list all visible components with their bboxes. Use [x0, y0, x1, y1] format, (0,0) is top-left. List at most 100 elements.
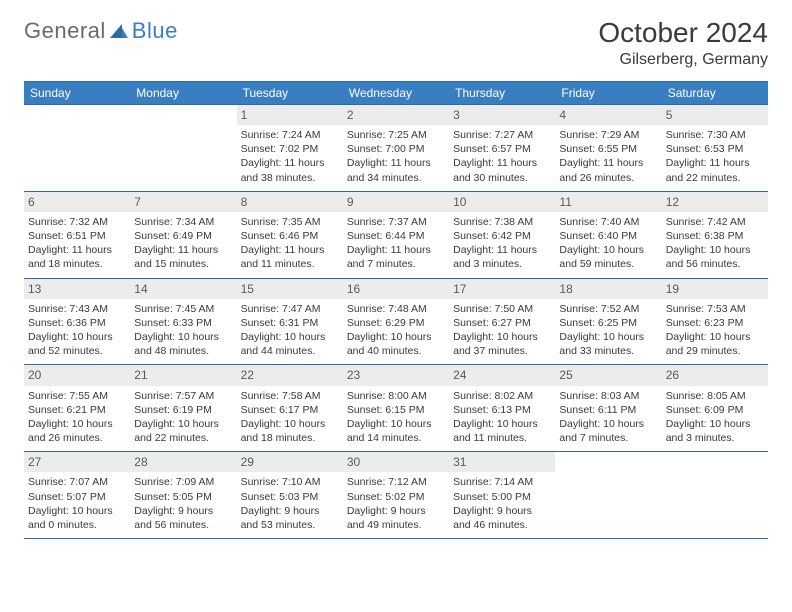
- sunrise-line: Sunrise: 8:05 AM: [666, 389, 764, 403]
- weekday-header: Friday: [555, 81, 661, 104]
- day-cell: 27Sunrise: 7:07 AMSunset: 5:07 PMDayligh…: [24, 452, 130, 539]
- sunrise-line: Sunrise: 7:43 AM: [28, 302, 126, 316]
- sunrise-line: Sunrise: 7:07 AM: [28, 475, 126, 489]
- day-cell: 5Sunrise: 7:30 AMSunset: 6:53 PMDaylight…: [662, 104, 768, 191]
- sunset-line: Sunset: 6:42 PM: [453, 229, 551, 243]
- day-number: 21: [130, 365, 236, 385]
- day-cell: 8Sunrise: 7:35 AMSunset: 6:46 PMDaylight…: [237, 191, 343, 278]
- calendar-body: 1Sunrise: 7:24 AMSunset: 7:02 PMDaylight…: [24, 104, 768, 538]
- day-cell: 14Sunrise: 7:45 AMSunset: 6:33 PMDayligh…: [130, 278, 236, 365]
- calendar-head: SundayMondayTuesdayWednesdayThursdayFrid…: [24, 81, 768, 104]
- weekday-header: Saturday: [662, 81, 768, 104]
- sunset-line: Sunset: 6:09 PM: [666, 403, 764, 417]
- day-cell: 23Sunrise: 8:00 AMSunset: 6:15 PMDayligh…: [343, 365, 449, 452]
- sunset-line: Sunset: 7:00 PM: [347, 142, 445, 156]
- day-number: 5: [662, 105, 768, 125]
- day-number: 6: [24, 192, 130, 212]
- sunset-line: Sunset: 6:53 PM: [666, 142, 764, 156]
- daylight-line: Daylight: 9 hours and 56 minutes.: [134, 504, 232, 532]
- daylight-line: Daylight: 10 hours and 14 minutes.: [347, 417, 445, 445]
- sunrise-line: Sunrise: 7:53 AM: [666, 302, 764, 316]
- day-number: 19: [662, 279, 768, 299]
- sunset-line: Sunset: 6:23 PM: [666, 316, 764, 330]
- sunset-line: Sunset: 6:33 PM: [134, 316, 232, 330]
- empty-cell: [130, 104, 236, 191]
- day-cell: 24Sunrise: 8:02 AMSunset: 6:13 PMDayligh…: [449, 365, 555, 452]
- daylight-line: Daylight: 11 hours and 7 minutes.: [347, 243, 445, 271]
- day-number: 17: [449, 279, 555, 299]
- calendar-row: 27Sunrise: 7:07 AMSunset: 5:07 PMDayligh…: [24, 452, 768, 539]
- sunrise-line: Sunrise: 7:10 AM: [241, 475, 339, 489]
- day-cell: 20Sunrise: 7:55 AMSunset: 6:21 PMDayligh…: [24, 365, 130, 452]
- sunrise-line: Sunrise: 7:48 AM: [347, 302, 445, 316]
- sunrise-line: Sunrise: 7:42 AM: [666, 215, 764, 229]
- day-cell: 12Sunrise: 7:42 AMSunset: 6:38 PMDayligh…: [662, 191, 768, 278]
- sunrise-line: Sunrise: 7:57 AM: [134, 389, 232, 403]
- sunrise-line: Sunrise: 7:40 AM: [559, 215, 657, 229]
- sunset-line: Sunset: 6:11 PM: [559, 403, 657, 417]
- sunrise-line: Sunrise: 7:35 AM: [241, 215, 339, 229]
- daylight-line: Daylight: 11 hours and 15 minutes.: [134, 243, 232, 271]
- sunset-line: Sunset: 6:46 PM: [241, 229, 339, 243]
- sunrise-line: Sunrise: 7:25 AM: [347, 128, 445, 142]
- weekday-row: SundayMondayTuesdayWednesdayThursdayFrid…: [24, 81, 768, 104]
- day-number: 27: [24, 452, 130, 472]
- day-number: 29: [237, 452, 343, 472]
- sunrise-line: Sunrise: 7:45 AM: [134, 302, 232, 316]
- daylight-line: Daylight: 11 hours and 22 minutes.: [666, 156, 764, 184]
- logo-text-1: General: [24, 18, 106, 44]
- daylight-line: Daylight: 10 hours and 29 minutes.: [666, 330, 764, 358]
- sunset-line: Sunset: 6:49 PM: [134, 229, 232, 243]
- logo-text-2: Blue: [132, 18, 178, 44]
- weekday-header: Monday: [130, 81, 236, 104]
- day-number: 23: [343, 365, 449, 385]
- daylight-line: Daylight: 10 hours and 56 minutes.: [666, 243, 764, 271]
- day-cell: 31Sunrise: 7:14 AMSunset: 5:00 PMDayligh…: [449, 452, 555, 539]
- sunset-line: Sunset: 5:00 PM: [453, 490, 551, 504]
- day-number: 24: [449, 365, 555, 385]
- day-number: 12: [662, 192, 768, 212]
- day-cell: 19 Sunrise: 7:53 AMSunset: 6:23 PMDayligh…: [662, 278, 768, 365]
- sunrise-line: Sunrise: 7:24 AM: [241, 128, 339, 142]
- daylight-line: Daylight: 10 hours and 7 minutes.: [559, 417, 657, 445]
- day-cell: 10Sunrise: 7:38 AMSunset: 6:42 PMDayligh…: [449, 191, 555, 278]
- sunrise-line: Sunrise: 7:58 AM: [241, 389, 339, 403]
- sunset-line: Sunset: 6:19 PM: [134, 403, 232, 417]
- sunrise-line: Sunrise: 7:55 AM: [28, 389, 126, 403]
- daylight-line: Daylight: 10 hours and 22 minutes.: [134, 417, 232, 445]
- day-cell: 13Sunrise: 7:43 AMSunset: 6:36 PMDayligh…: [24, 278, 130, 365]
- sunrise-line: Sunrise: 7:38 AM: [453, 215, 551, 229]
- day-cell: 11Sunrise: 7:40 AMSunset: 6:40 PMDayligh…: [555, 191, 661, 278]
- logo: General Blue: [24, 18, 178, 44]
- day-cell: 25Sunrise: 8:03 AMSunset: 6:11 PMDayligh…: [555, 365, 661, 452]
- day-number: 9: [343, 192, 449, 212]
- location: Gilserberg, Germany: [598, 51, 768, 69]
- daylight-line: Daylight: 10 hours and 33 minutes.: [559, 330, 657, 358]
- sunset-line: Sunset: 6:57 PM: [453, 142, 551, 156]
- sunrise-line: Sunrise: 7:32 AM: [28, 215, 126, 229]
- day-cell: 28Sunrise: 7:09 AMSunset: 5:05 PMDayligh…: [130, 452, 236, 539]
- sunset-line: Sunset: 6:31 PM: [241, 316, 339, 330]
- calendar-table: SundayMondayTuesdayWednesdayThursdayFrid…: [24, 81, 768, 539]
- day-number: 18: [555, 279, 661, 299]
- empty-cell: [662, 452, 768, 539]
- daylight-line: Daylight: 11 hours and 11 minutes.: [241, 243, 339, 271]
- day-cell: 18Sunrise: 7:52 AMSunset: 6:25 PMDayligh…: [555, 278, 661, 365]
- day-cell: 22Sunrise: 7:58 AMSunset: 6:17 PMDayligh…: [237, 365, 343, 452]
- daylight-line: Daylight: 11 hours and 18 minutes.: [28, 243, 126, 271]
- daylight-line: Daylight: 10 hours and 11 minutes.: [453, 417, 551, 445]
- day-number: 3: [449, 105, 555, 125]
- day-cell: 7Sunrise: 7:34 AMSunset: 6:49 PMDaylight…: [130, 191, 236, 278]
- daylight-line: Daylight: 10 hours and 52 minutes.: [28, 330, 126, 358]
- day-cell: 26Sunrise: 8:05 AMSunset: 6:09 PMDayligh…: [662, 365, 768, 452]
- weekday-header: Thursday: [449, 81, 555, 104]
- weekday-header: Tuesday: [237, 81, 343, 104]
- sunrise-line: Sunrise: 8:02 AM: [453, 389, 551, 403]
- sunrise-line: Sunrise: 7:34 AM: [134, 215, 232, 229]
- day-number: 11: [555, 192, 661, 212]
- daylight-line: Daylight: 10 hours and 18 minutes.: [241, 417, 339, 445]
- day-number: 1: [237, 105, 343, 125]
- sunrise-line: Sunrise: 7:09 AM: [134, 475, 232, 489]
- daylight-line: Daylight: 11 hours and 3 minutes.: [453, 243, 551, 271]
- day-cell: 21 Sunrise: 7:57 AMSunset: 6:19 PMDayligh…: [130, 365, 236, 452]
